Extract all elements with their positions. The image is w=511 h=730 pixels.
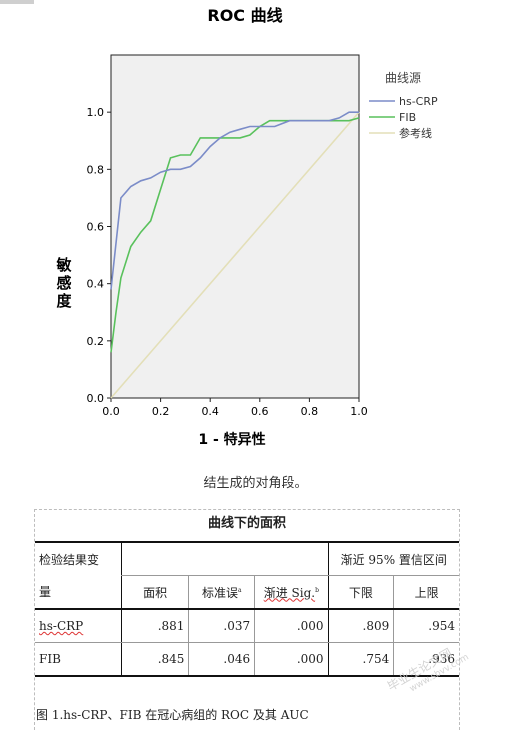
cell-area: .881 bbox=[121, 609, 190, 643]
table-row: hs-CRP .881 .037 .000 .809 .954 bbox=[35, 609, 459, 643]
y-tick-label: 0.6 bbox=[87, 221, 105, 234]
roc-chart: ROC 曲线 0.0 0.2 0.4 0.6 0.8 1.0 0.0 0.2 0.4 0.6 0.8… bbox=[55, 6, 438, 448]
auc-table-title: 曲线下的面积 bbox=[207, 516, 286, 531]
chart-title: ROC 曲线 bbox=[207, 6, 282, 25]
row-label: hs-CRP bbox=[35, 609, 122, 643]
figure-caption: 图 1.hs-CRP、FIB 在冠心病组的 ROC 及其 AUC bbox=[36, 708, 309, 722]
x-axis-label: 1 - 特异性 bbox=[198, 431, 265, 448]
x-tick-label: 1.0 bbox=[350, 405, 368, 418]
x-tick-label: 0.8 bbox=[301, 405, 319, 418]
cell-sig: .000 bbox=[254, 609, 329, 643]
plot-area bbox=[110, 54, 360, 399]
cell-upper: .954 bbox=[393, 609, 459, 643]
header-se: 标准误a bbox=[188, 575, 256, 610]
header-blank bbox=[120, 541, 329, 576]
x-tick-label: 0.4 bbox=[201, 405, 219, 418]
header-variable-cont: 量 bbox=[35, 575, 122, 610]
cell-lower: .754 bbox=[328, 642, 395, 677]
cell-upper: .936 bbox=[393, 642, 459, 677]
y-axis-label-char: 敏 bbox=[55, 256, 72, 274]
y-tick-label: 0.2 bbox=[87, 335, 105, 348]
y-tick-label: 0.4 bbox=[87, 278, 105, 291]
auc-panel: 曲线下的面积 检验结果变 渐近 95% 置信区间 量 面积 标准误a 渐进 Si… bbox=[34, 509, 460, 730]
auc-table: 检验结果变 渐近 95% 置信区间 量 面积 标准误a 渐进 Sig.b 下限 … bbox=[35, 541, 459, 677]
header-sig: 渐进 Sig.b bbox=[254, 575, 329, 610]
x-tick-label: 0.6 bbox=[251, 405, 269, 418]
legend-item-label: hs-CRP bbox=[399, 95, 438, 108]
series-line-2 bbox=[110, 111, 360, 399]
series-line-0 bbox=[110, 111, 359, 290]
header-ci: 渐近 95% 置信区间 bbox=[328, 541, 459, 576]
legend-item-label: FIB bbox=[399, 111, 416, 124]
y-tick-label: 0.0 bbox=[87, 392, 105, 405]
cell-sig: .000 bbox=[254, 642, 329, 677]
cell-se: .037 bbox=[188, 609, 256, 643]
header-variable: 检验结果变 bbox=[35, 541, 122, 576]
row-label: FIB bbox=[35, 642, 122, 677]
y-tick-label: 1.0 bbox=[87, 106, 105, 119]
x-tick-label: 0.2 bbox=[152, 405, 170, 418]
top-edge-bar bbox=[0, 0, 34, 4]
legend: 曲线源 hs-CRP FIB 参考线 bbox=[369, 71, 438, 140]
cell-lower: .809 bbox=[328, 609, 395, 643]
y-axis-label-char: 感 bbox=[56, 274, 71, 292]
cell-se: .046 bbox=[188, 642, 256, 677]
header-lower: 下限 bbox=[328, 575, 395, 610]
y-axis-label-char: 度 bbox=[56, 292, 72, 310]
header-area: 面积 bbox=[120, 575, 190, 610]
header-upper: 上限 bbox=[393, 575, 459, 610]
table-row: FIB .845 .046 .000 .754 .936 bbox=[35, 642, 459, 677]
legend-item-label: 参考线 bbox=[399, 126, 432, 140]
x-tick-label: 0.0 bbox=[102, 405, 120, 418]
cell-area: .845 bbox=[121, 642, 190, 677]
note-line: 结生成的对角段。 bbox=[203, 476, 308, 491]
legend-title: 曲线源 bbox=[385, 71, 421, 85]
y-tick-label: 0.8 bbox=[87, 163, 105, 176]
